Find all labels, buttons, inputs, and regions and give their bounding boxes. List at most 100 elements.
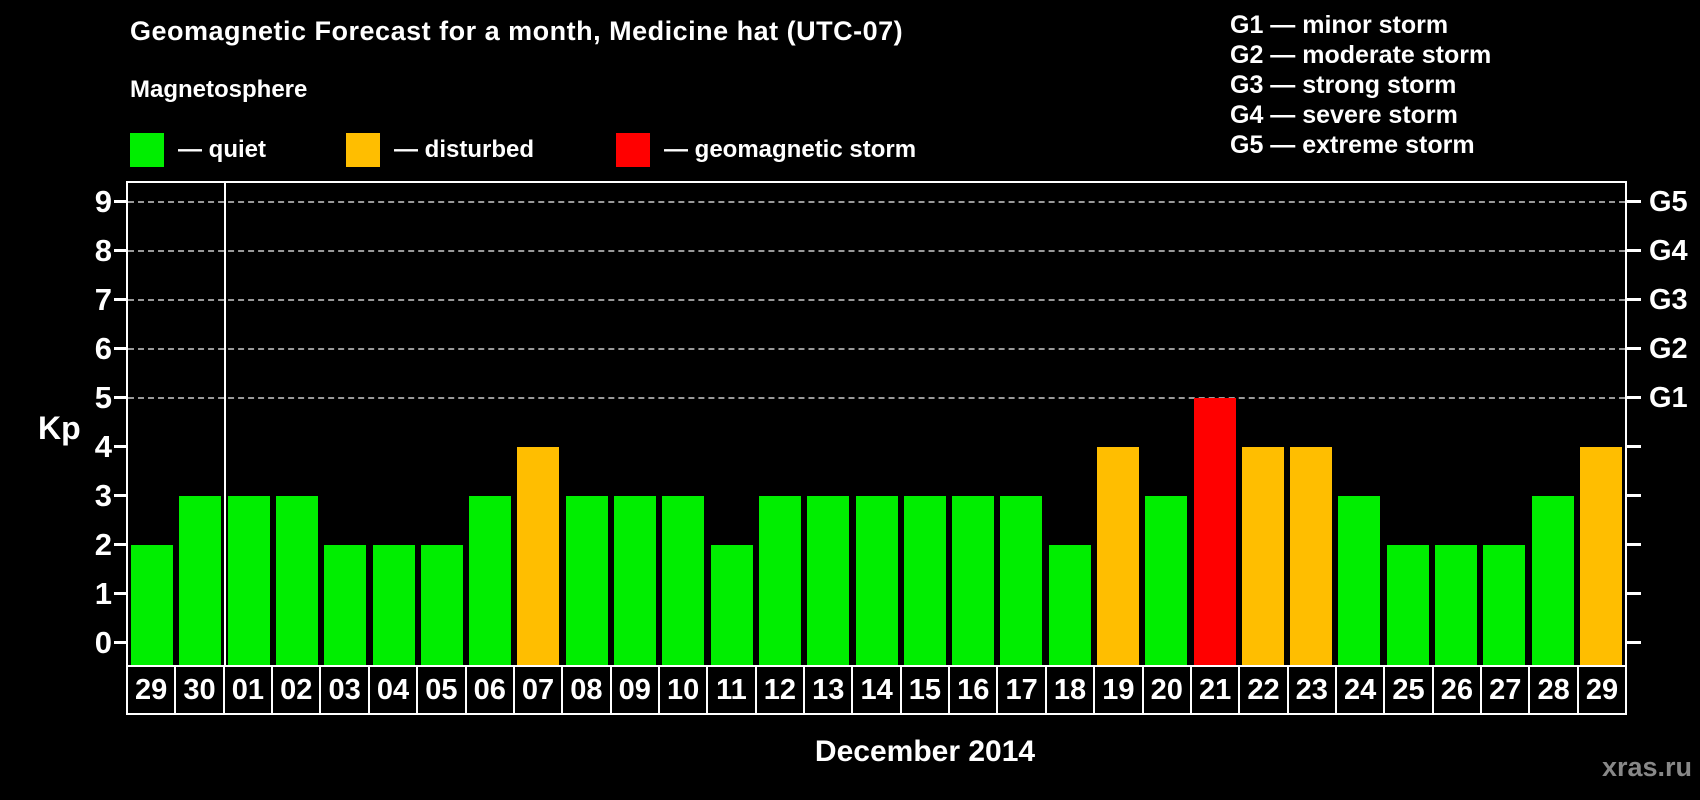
- day-label: 04: [370, 667, 419, 713]
- g-scale-label-g3: G3: [1649, 284, 1688, 316]
- kp-bar-day-13: [807, 496, 850, 665]
- day-label: 24: [1337, 667, 1386, 713]
- x-axis-title: December 2014: [814, 735, 1036, 768]
- kp-bar-day-08: [565, 496, 608, 665]
- kp-bar-day-30: [179, 496, 222, 665]
- gridline-kp7: [128, 299, 1625, 301]
- kp-bar-day-03: [324, 545, 367, 665]
- kp-bar-day-17: [1000, 496, 1043, 665]
- watermark: xras.ru: [1601, 752, 1692, 782]
- y-axis-tick-label: 7: [94, 282, 112, 317]
- day-label: 18: [1047, 667, 1096, 713]
- y-axis-tick: [114, 396, 126, 399]
- day-label-row: 29 30 01 02 03 04 05 06 07 08 09 10 11 12 13 14 15 16 17 18…: [126, 665, 1627, 715]
- day-label: 15: [902, 667, 951, 713]
- storm-color-swatch: [616, 132, 650, 167]
- y-axis-tick: [114, 641, 126, 644]
- kp-bar-day-21: [1193, 398, 1236, 665]
- right-axis-tick: [1627, 298, 1641, 301]
- y-axis-tick: [114, 200, 126, 203]
- legend-item-quiet: — quiet: [130, 132, 266, 167]
- page-title: Geomagnetic Forecast for a month, Medici…: [130, 16, 904, 46]
- y-axis-tick: [114, 249, 126, 252]
- disturbed-color-swatch: [346, 132, 380, 167]
- kp-bar-day-02: [276, 496, 319, 665]
- kp-bar-day-15: [903, 496, 946, 665]
- day-label: 02: [273, 667, 322, 713]
- day-label: 22: [1240, 667, 1289, 713]
- right-axis-tick: [1627, 249, 1641, 252]
- gridline-kp8: [128, 250, 1625, 252]
- day-label: 16: [950, 667, 999, 713]
- day-label: 07: [515, 667, 564, 713]
- quiet-color-swatch: [130, 132, 164, 167]
- g-scale-label-g4: G4: [1649, 235, 1688, 267]
- day-label: 12: [757, 667, 806, 713]
- kp-bar-day-23: [1290, 447, 1333, 665]
- y-axis-tick: [114, 347, 126, 350]
- y-axis-tick-label: 0: [94, 625, 112, 660]
- g5-legend-line: G5 — extreme storm: [1230, 131, 1475, 159]
- day-label: 30: [176, 667, 225, 713]
- kp-bar-day-25: [1386, 545, 1429, 665]
- y-axis-tick-label: 1: [94, 576, 112, 611]
- legend-label-quiet: — quiet: [178, 135, 266, 163]
- kp-bar-day-06: [469, 496, 512, 665]
- day-label: 09: [612, 667, 660, 713]
- kp-bar-day-14: [855, 496, 898, 665]
- magnetosphere-subtitle: Magnetosphere: [130, 76, 308, 103]
- kp-bar-day-26: [1434, 545, 1477, 665]
- gridline-kp6: [128, 348, 1625, 350]
- day-label: 23: [1289, 667, 1337, 713]
- day-label: 13: [805, 667, 854, 713]
- month-separator-line: [223, 183, 226, 665]
- kp-bar-day-01: [227, 496, 270, 665]
- day-label: 05: [418, 667, 467, 713]
- day-label: 08: [563, 667, 612, 713]
- y-axis-tick-label: 4: [94, 429, 112, 464]
- kp-bar-day-29: [131, 545, 174, 665]
- kp-bar-day-29: [1579, 447, 1622, 665]
- kp-bar-day-19: [1096, 447, 1139, 665]
- right-axis-tick: [1627, 347, 1641, 350]
- y-axis-tick-label: 9: [94, 184, 112, 219]
- right-axis-tick: [1627, 641, 1641, 644]
- kp-bar-day-05: [420, 545, 463, 665]
- kp-bar-day-28: [1531, 496, 1574, 665]
- kp-bar-day-11: [710, 545, 753, 665]
- kp-bar-day-20: [1145, 496, 1188, 665]
- kp-bar-day-22: [1241, 447, 1284, 665]
- y-axis-tick: [114, 445, 126, 448]
- day-label: 28: [1530, 667, 1579, 713]
- kp-bar-day-12: [758, 496, 801, 665]
- day-label: 03: [321, 667, 370, 713]
- y-axis-tick-label: 6: [94, 331, 112, 366]
- g1-legend-line: G1 — minor storm: [1230, 11, 1449, 39]
- kp-bar-day-27: [1483, 545, 1526, 665]
- day-label: 26: [1434, 667, 1483, 713]
- legend-label-disturbed: — disturbed: [394, 135, 535, 163]
- y-axis-tick: [114, 543, 126, 546]
- right-axis-tick: [1627, 200, 1641, 203]
- y-axis-tick: [114, 298, 126, 301]
- g4-legend-line: G4 — severe storm: [1230, 101, 1458, 129]
- y-axis-tick-label: 3: [94, 478, 112, 513]
- legend-item-disturbed: — disturbed: [346, 132, 534, 167]
- day-label: 20: [1144, 667, 1192, 713]
- y-axis-line: [126, 181, 128, 665]
- day-label: 27: [1482, 667, 1531, 713]
- day-label: 11: [708, 667, 757, 713]
- kp-bar-day-09: [614, 496, 657, 665]
- y-axis-title: Kp: [38, 410, 81, 446]
- kp-bar-day-04: [372, 545, 415, 665]
- day-label: 29: [128, 667, 177, 713]
- right-axis-tick: [1627, 445, 1641, 448]
- gridline-kp9: [128, 201, 1625, 203]
- kp-bar-day-24: [1338, 496, 1381, 665]
- right-axis-tick: [1627, 543, 1641, 546]
- y-axis-tick-label: 2: [94, 527, 112, 562]
- kp-bar-day-07: [517, 447, 560, 665]
- kp-bar-day-16: [952, 496, 995, 665]
- day-label: 29: [1585, 673, 1619, 706]
